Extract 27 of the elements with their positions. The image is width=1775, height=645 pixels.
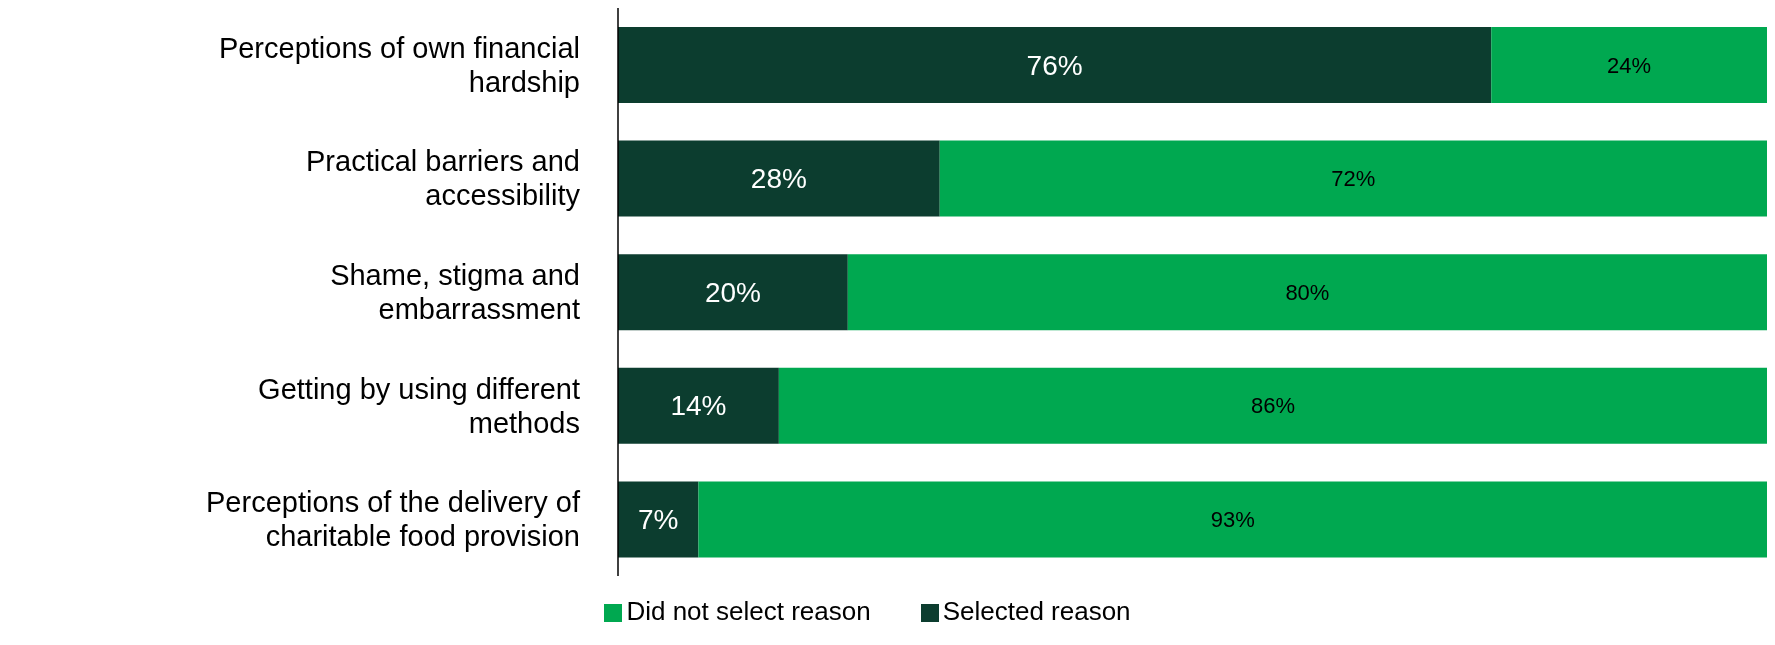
bar (778, 367, 1767, 444)
bar (618, 481, 699, 558)
data-label: 24% (1607, 52, 1652, 78)
bar (1491, 27, 1767, 103)
data-label: 93% (1210, 506, 1255, 532)
data-label: 20% (704, 276, 761, 308)
y-tick-label: Practical barriers and accessibility (306, 145, 581, 212)
data-label: 80% (1285, 279, 1330, 305)
bar (847, 254, 1767, 331)
bar (698, 481, 1767, 558)
data-label: 86% (1250, 393, 1295, 419)
bar (618, 254, 848, 331)
y-tick-label: Getting by using different methods (258, 372, 580, 439)
legend-label: Selected reason (942, 596, 1131, 626)
bar (618, 140, 940, 217)
data-label: 72% (1331, 166, 1376, 192)
y-tick-label: Shame, stigma and embarrassment (330, 259, 580, 325)
legend-label: Did not select reason (626, 596, 871, 626)
data-label: 7% (637, 503, 679, 535)
bar (939, 140, 1767, 217)
data-label: 14% (670, 390, 727, 422)
y-tick-label: Perceptions of own financial hardship (218, 31, 580, 98)
y-tick-label: Perceptions of the delivery of charitable food provision (206, 486, 581, 553)
data-label: 76% (1026, 49, 1083, 81)
bar (618, 367, 779, 444)
data-label: 28% (750, 163, 807, 195)
bar (618, 27, 1492, 103)
